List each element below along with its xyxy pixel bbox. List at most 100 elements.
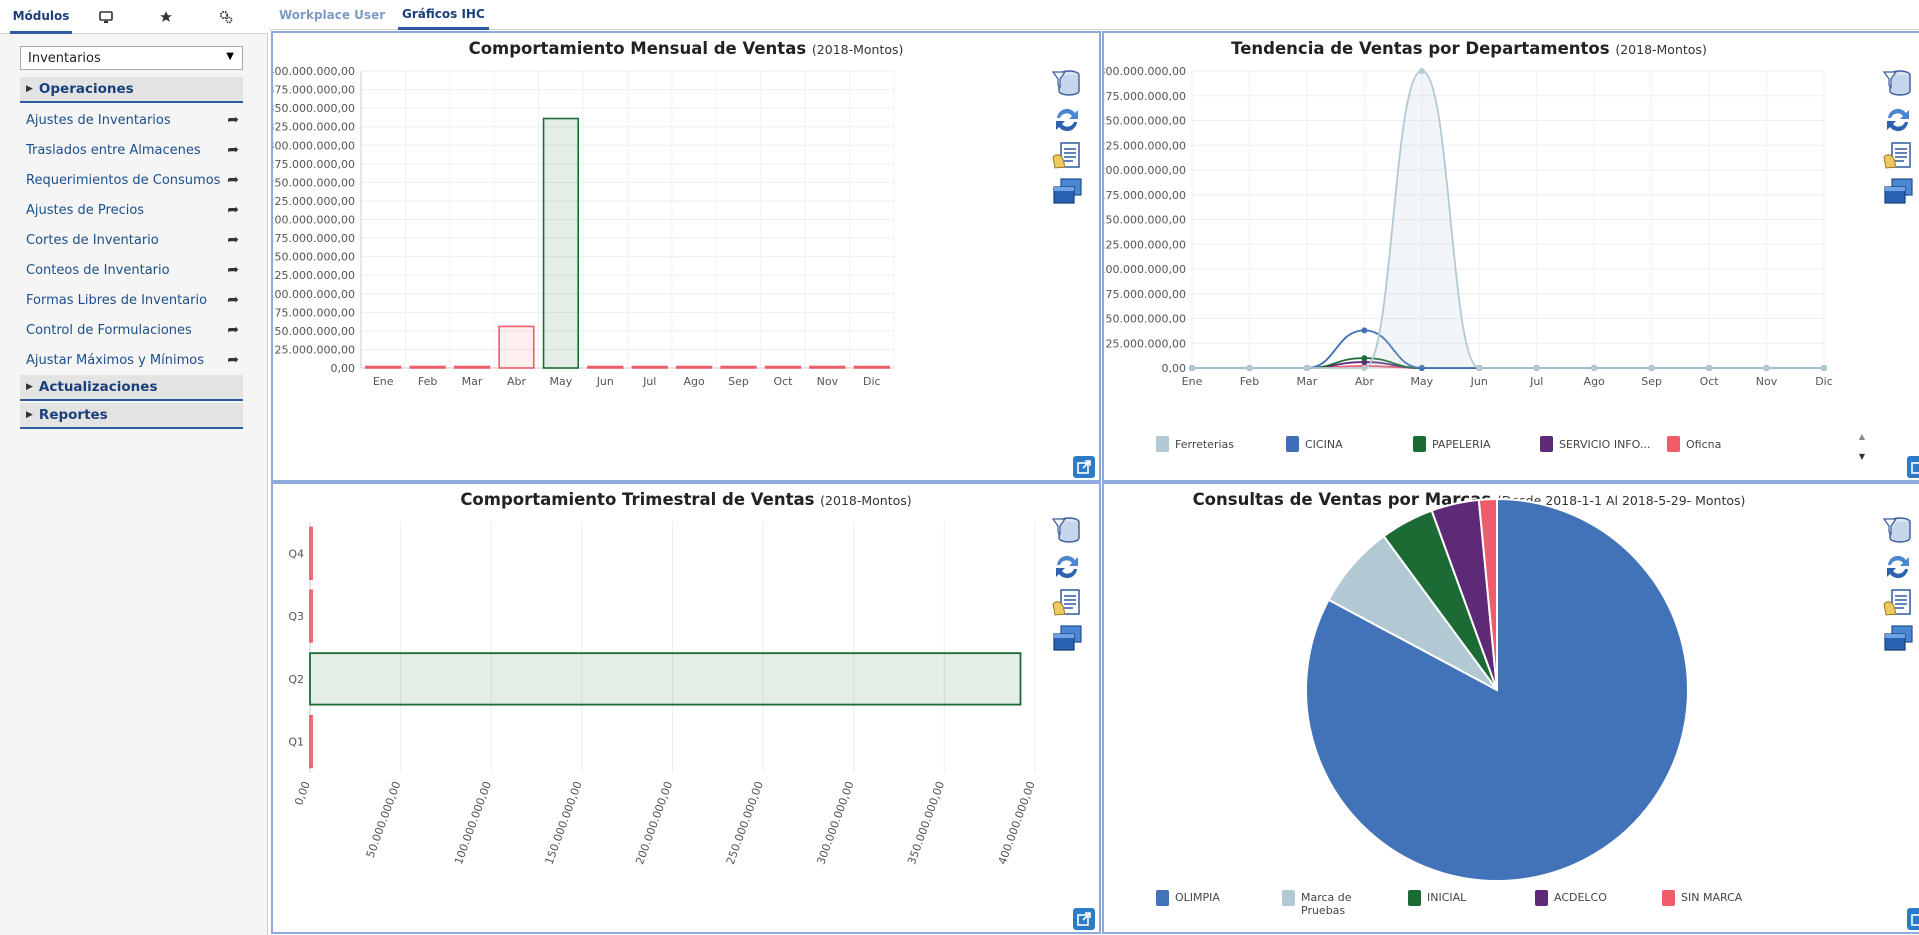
data-point (1189, 365, 1195, 371)
section-operaciones-label: Operaciones (38, 81, 134, 97)
x-tick-label: 400.000.000,00 (996, 780, 1038, 867)
share-arrow-icon[interactable]: ➦ (227, 232, 239, 248)
legend-swatch (1413, 436, 1426, 452)
x-tick-label: 100.000.000,00 (452, 780, 494, 867)
module-select-value: Inventarios (28, 50, 101, 66)
menu-item-label: Cortes de Inventario (26, 232, 159, 248)
menu-item[interactable]: Traslados entre Almacenes ➦ (26, 139, 243, 161)
tab-favorites[interactable] (150, 0, 182, 34)
window-icon[interactable] (1051, 177, 1083, 207)
bar-jul (631, 365, 668, 369)
x-tick-label: Jun (1470, 375, 1488, 388)
y-tick-label: 400.000.000,00 (273, 65, 355, 78)
share-arrow-icon[interactable]: ➦ (227, 172, 239, 188)
refresh-icon[interactable] (1051, 105, 1083, 135)
menu-item[interactable]: Ajustes de Precios ➦ (26, 199, 243, 221)
menu-item[interactable]: Ajustes de Inventarios ➦ (26, 109, 243, 131)
expand-icon (1911, 462, 1919, 474)
y-tick-label: 300.000.000,00 (1104, 65, 1186, 78)
share-arrow-icon[interactable]: ➦ (227, 292, 239, 308)
tab-workplace-user[interactable]: Workplace User (275, 0, 389, 30)
window-icon[interactable] (1882, 177, 1914, 207)
filter-icon[interactable] (1051, 516, 1083, 546)
y-tick-label: Q1 (288, 736, 304, 749)
data-point (1648, 365, 1655, 371)
module-select[interactable]: Inventarios ▼ (20, 46, 243, 70)
pie-slice (1305, 497, 1689, 882)
panel-department-trend: Tendencia de Ventas por Departamentos (2… (1102, 31, 1919, 482)
menu-item[interactable]: Requerimientos de Consumos ➦ (26, 169, 243, 191)
report-icon[interactable] (1051, 588, 1083, 618)
data-point (1533, 365, 1540, 371)
window-icon[interactable] (1882, 624, 1914, 654)
bar-may (542, 117, 579, 369)
scroll-up-icon: ▲ (1858, 432, 1866, 441)
refresh-icon[interactable] (1051, 552, 1083, 582)
report-icon[interactable] (1882, 141, 1914, 171)
expand-button[interactable] (1073, 456, 1095, 478)
menu-item-label: Ajustar Máximos y Mínimos (26, 352, 204, 368)
y-tick-label: 200.000.000,00 (1104, 164, 1186, 177)
x-tick-label: Nov (1756, 375, 1778, 388)
x-tick-label: Mar (462, 375, 483, 388)
expand-button[interactable] (1073, 908, 1095, 930)
refresh-icon[interactable] (1882, 552, 1914, 582)
x-tick-label: Dic (863, 375, 881, 388)
legend-label: Oficna (1686, 438, 1721, 451)
legend-swatch (1282, 890, 1295, 906)
y-tick-label: 325.000.000,00 (273, 121, 355, 134)
filter-icon[interactable] (1882, 516, 1914, 546)
x-tick-label: 250.000.000,00 (724, 780, 766, 867)
share-arrow-icon[interactable]: ➦ (227, 112, 239, 128)
share-arrow-icon[interactable]: ➦ (227, 202, 239, 218)
caret-down-icon: ▶ (26, 84, 33, 94)
y-tick-label: 275.000.000,00 (1104, 90, 1186, 103)
tab-settings[interactable] (210, 0, 242, 34)
y-tick-label: 150.000.000,00 (1104, 214, 1186, 227)
x-tick-label: May (1410, 375, 1433, 388)
menu-item[interactable]: Cortes de Inventario ➦ (26, 229, 243, 251)
section-reportes[interactable]: ▶ Reportes (20, 403, 243, 429)
legend-label: SERVICIO INFO... (1559, 438, 1650, 451)
tab-modulos[interactable]: Módulos (10, 0, 72, 34)
menu-item[interactable]: Conteos de Inventario ➦ (26, 259, 243, 281)
x-tick-label: Jul (642, 375, 656, 388)
chart-toolbar (1051, 516, 1083, 654)
panel-brand-sales: Consultas de Ventas por Marcas (Desde 20… (1102, 482, 1919, 934)
tab-graficos-ihc[interactable]: Gráficos IHC (398, 0, 489, 30)
y-tick-label: 375.000.000,00 (273, 84, 355, 97)
share-arrow-icon[interactable]: ➦ (227, 352, 239, 368)
y-tick-label: 200.000.000,00 (273, 214, 355, 227)
expand-button[interactable] (1907, 908, 1919, 930)
share-arrow-icon[interactable]: ➦ (227, 262, 239, 278)
section-operaciones[interactable]: ▶ Operaciones (20, 77, 243, 103)
section-actualizaciones[interactable]: ▶ Actualizaciones (20, 375, 243, 401)
legend-label: Ferreterias (1175, 438, 1234, 451)
menu-item[interactable]: Control de Formulaciones ➦ (26, 319, 243, 341)
refresh-icon[interactable] (1882, 105, 1914, 135)
y-tick-label: 25.000.000,00 (275, 343, 355, 356)
x-tick-label: 150.000.000,00 (543, 780, 585, 867)
y-tick-label: Q4 (288, 547, 304, 560)
menu-item[interactable]: Ajustar Máximos y Mínimos ➦ (26, 349, 243, 371)
report-icon[interactable] (1882, 588, 1914, 618)
tab-monitor[interactable] (90, 0, 122, 34)
filter-icon[interactable] (1882, 69, 1914, 99)
report-icon[interactable] (1051, 141, 1083, 171)
expand-button[interactable] (1907, 456, 1919, 478)
y-tick-label: 175.000.000,00 (273, 232, 355, 245)
legend-scrollbar[interactable]: ▲ ▼ (1856, 431, 1868, 467)
y-tick-label: 75.000.000,00 (275, 306, 355, 319)
filter-icon[interactable] (1051, 69, 1083, 99)
x-tick-label: 300.000.000,00 (814, 780, 856, 867)
share-arrow-icon[interactable]: ➦ (227, 322, 239, 338)
menu-item[interactable]: Formas Libres de Inventario ➦ (26, 289, 243, 311)
y-tick-label: 50.000.000,00 (275, 325, 355, 338)
data-point (1361, 355, 1368, 362)
data-point (1361, 327, 1368, 334)
bar-feb (409, 365, 446, 369)
y-tick-label: 225.000.000,00 (273, 195, 355, 208)
window-icon[interactable] (1051, 624, 1083, 654)
share-arrow-icon[interactable]: ➦ (227, 142, 239, 158)
